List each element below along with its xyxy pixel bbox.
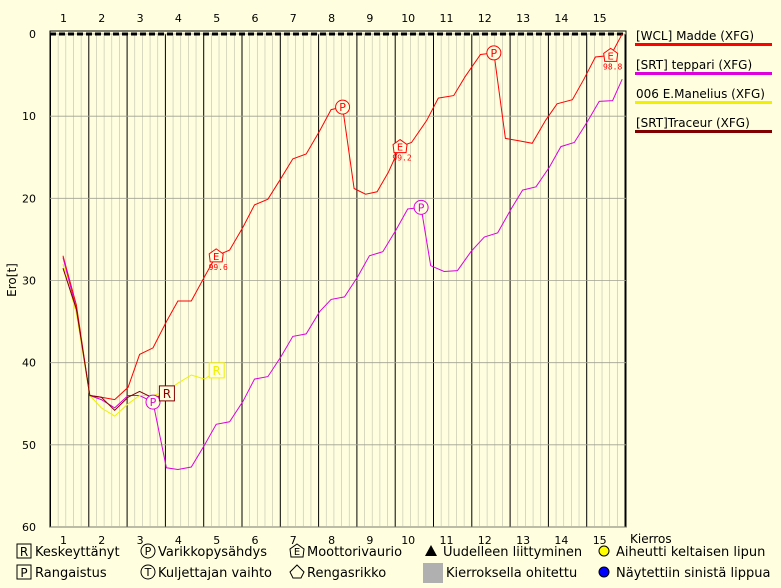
yellow-flag-dot-icon xyxy=(598,545,610,557)
key-label-7: Rengasrikko xyxy=(307,566,386,581)
engine-failure-marker-glyph: E xyxy=(213,252,219,263)
key-label-8: Kierroksella ohitettu xyxy=(446,566,577,581)
x-tick-label-top: 13 xyxy=(516,12,530,25)
rejoin-triangle-icon xyxy=(425,545,437,556)
legend-swatch-0 xyxy=(635,43,772,46)
pit-stop-marker xyxy=(413,199,429,215)
pit-stop-marker xyxy=(335,99,351,115)
pit-stop-marker xyxy=(486,45,502,61)
key-circle-icon xyxy=(140,543,156,559)
retired-marker xyxy=(158,385,175,402)
x-axis-label: Kierros xyxy=(630,532,672,546)
pit-stop-marker-glyph: P xyxy=(491,47,498,60)
x-tick-label-top: 8 xyxy=(328,12,335,25)
x-tick-label-bottom: 10 xyxy=(401,534,415,547)
engine-failure-marker xyxy=(603,47,619,62)
blue-flag-dot-icon xyxy=(598,566,610,578)
key-circle-glyph: P xyxy=(145,545,152,558)
x-tick-label-bottom: 3 xyxy=(137,534,144,547)
y-tick-label: 10 xyxy=(22,110,36,123)
y-tick-label: 0 xyxy=(29,28,36,41)
x-tick-label-top: 15 xyxy=(593,12,607,25)
key-box-icon xyxy=(16,543,32,559)
legend-item-2: 006 E.Manelius (XFG) xyxy=(636,87,765,101)
x-tick-label-bottom: 13 xyxy=(516,534,530,547)
y-tick-label: 60 xyxy=(22,521,36,534)
x-tick-label-top: 12 xyxy=(478,12,492,25)
x-tick-label-bottom: 1 xyxy=(60,534,67,547)
key-label-3: Uudelleen liittyminen xyxy=(443,545,582,560)
retired-marker-glyph: R xyxy=(163,387,171,401)
x-tick-label-top: 11 xyxy=(440,12,454,25)
key-label-2: Moottorivaurio xyxy=(307,545,402,560)
engine-failure-marker xyxy=(392,138,408,154)
x-tick-label-top: 3 xyxy=(137,12,144,25)
y-tick-label: 40 xyxy=(22,357,36,370)
engine-failure-value: 99.6 xyxy=(209,263,228,272)
x-tick-label-top: 14 xyxy=(554,12,568,25)
series-line-3 xyxy=(62,268,167,411)
y-axis-label: Ero[t] xyxy=(5,263,19,297)
legend-item-1: [SRT] teppari (XFG) xyxy=(636,58,752,72)
key-label-9: Näytettiin sinistä lippua xyxy=(616,566,770,581)
x-tick-label-bottom: 11 xyxy=(440,534,454,547)
y-tick-label: 20 xyxy=(22,192,36,205)
legend-swatch-2 xyxy=(635,101,772,104)
key-label-0: Keskeyttänyt xyxy=(35,545,120,560)
x-tick-label-top: 4 xyxy=(175,12,182,25)
legend-swatch-3 xyxy=(635,130,772,133)
key-label-4: Aiheutti keltaisen lipun xyxy=(616,545,765,560)
x-tick-label-bottom: 2 xyxy=(98,534,105,547)
key-label-1: Varikkopysähdys xyxy=(158,545,267,560)
key-label-6: Kuljettajan vaihto xyxy=(158,566,272,581)
y-tick-label: 50 xyxy=(22,439,36,452)
x-tick-label-bottom: 15 xyxy=(593,534,607,547)
x-tick-label-top: 6 xyxy=(252,12,259,25)
retired-marker-glyph: R xyxy=(213,364,221,378)
pit-stop-marker-glyph: P xyxy=(339,101,346,114)
pit-stop-marker xyxy=(145,394,161,410)
x-tick-label-top: 5 xyxy=(213,12,220,25)
engine-failure-icon xyxy=(289,543,305,558)
x-tick-label-bottom: 4 xyxy=(175,534,182,547)
key-box-icon xyxy=(16,564,32,580)
x-tick-label-top: 9 xyxy=(366,12,373,25)
x-tick-label-top: 10 xyxy=(401,12,415,25)
x-tick-label-top: 1 xyxy=(60,12,67,25)
series-line-1 xyxy=(62,78,623,471)
x-tick-label-top: 7 xyxy=(290,12,297,25)
legend-swatch-1 xyxy=(635,72,772,75)
key-box-glyph: P xyxy=(20,566,27,580)
key-circle-glyph: T xyxy=(144,566,152,579)
x-tick-label-bottom: 9 xyxy=(366,534,373,547)
lapped-grey-icon xyxy=(423,563,443,583)
x-tick-label-bottom: 14 xyxy=(554,534,568,547)
legend-item-0: [WCL] Madde (XFG) xyxy=(636,29,754,43)
engine-failure-marker-glyph: E xyxy=(397,143,403,154)
pit-stop-marker-glyph: P xyxy=(150,396,157,409)
key-box-glyph: R xyxy=(20,545,28,559)
x-tick-label-bottom: 12 xyxy=(478,534,492,547)
tyre-icon xyxy=(289,564,305,579)
key-circle-icon xyxy=(140,564,156,580)
x-tick-label-bottom: 5 xyxy=(213,534,220,547)
y-tick-label: 30 xyxy=(22,275,36,288)
legend-item-3: [SRT]Traceur (XFG) xyxy=(636,116,750,130)
x-tick-label-top: 2 xyxy=(98,12,105,25)
x-tick-label-bottom: 7 xyxy=(290,534,297,547)
x-tick-label-bottom: 6 xyxy=(252,534,259,547)
pit-stop-marker-glyph: P xyxy=(418,201,425,214)
engine-failure-marker xyxy=(208,248,224,263)
x-tick-label-bottom: 8 xyxy=(328,534,335,547)
engine-failure-value: 98.8 xyxy=(603,62,622,71)
engine-failure-icon-glyph: E xyxy=(294,547,300,558)
engine-failure-marker-glyph: E xyxy=(608,51,614,62)
engine-failure-value: 99.2 xyxy=(392,154,411,163)
plot-area xyxy=(49,30,627,528)
retired-marker xyxy=(208,362,225,379)
key-label-5: Rangaistus xyxy=(35,566,107,581)
